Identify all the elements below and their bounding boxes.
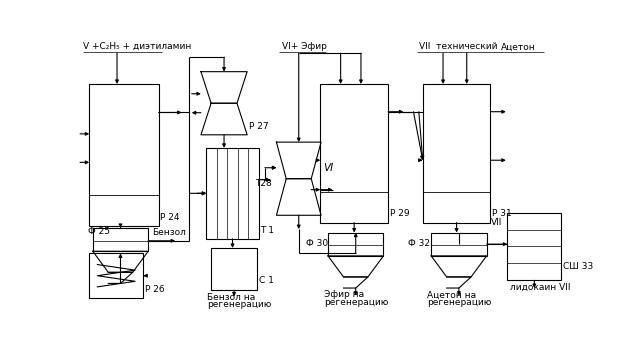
Text: С 1: С 1 [259,276,273,285]
Text: Т 1: Т 1 [260,226,275,235]
Text: СШ 33: СШ 33 [563,262,593,271]
Bar [206,148,259,239]
Text: Эфир на: Эфир на [324,290,364,299]
Text: VII: VII [490,218,502,227]
Bar [320,84,388,222]
Bar [328,232,383,256]
Bar [431,232,486,256]
Text: Ф 25: Ф 25 [88,227,110,236]
Text: Р 26: Р 26 [145,285,164,294]
Bar [90,253,143,298]
Text: Ф 30: Ф 30 [307,239,328,248]
Text: VI+ Эфир: VI+ Эфир [282,42,326,51]
Text: VII  технический: VII технический [419,42,497,51]
Text: регенерацию: регенерацию [324,298,388,307]
Text: Р 24: Р 24 [160,213,180,222]
Text: Р 31: Р 31 [492,210,512,218]
Bar [211,248,257,290]
Text: Бензол на: Бензол на [207,293,255,302]
Bar [508,213,561,280]
Text: Ацетон: Ацетон [501,42,536,51]
Bar [90,84,159,227]
Text: VI: VI [323,163,333,174]
Bar [422,84,490,222]
Text: регенерацию: регенерацию [207,300,271,309]
Text: Ф 32: Ф 32 [408,239,430,248]
Text: T28: T28 [255,179,271,188]
Text: регенерацию: регенерацию [428,298,492,307]
Text: Бензол: Бензол [152,228,186,237]
Text: Р 27: Р 27 [249,122,268,131]
Text: V +С₂H₅ + диэтиламин: V +С₂H₅ + диэтиламин [83,42,191,51]
Text: лидокаин VII: лидокаин VII [509,282,570,291]
Text: Ацетон на: Ацетон на [428,290,476,299]
Bar [93,228,148,251]
Text: Р 29: Р 29 [390,210,409,218]
